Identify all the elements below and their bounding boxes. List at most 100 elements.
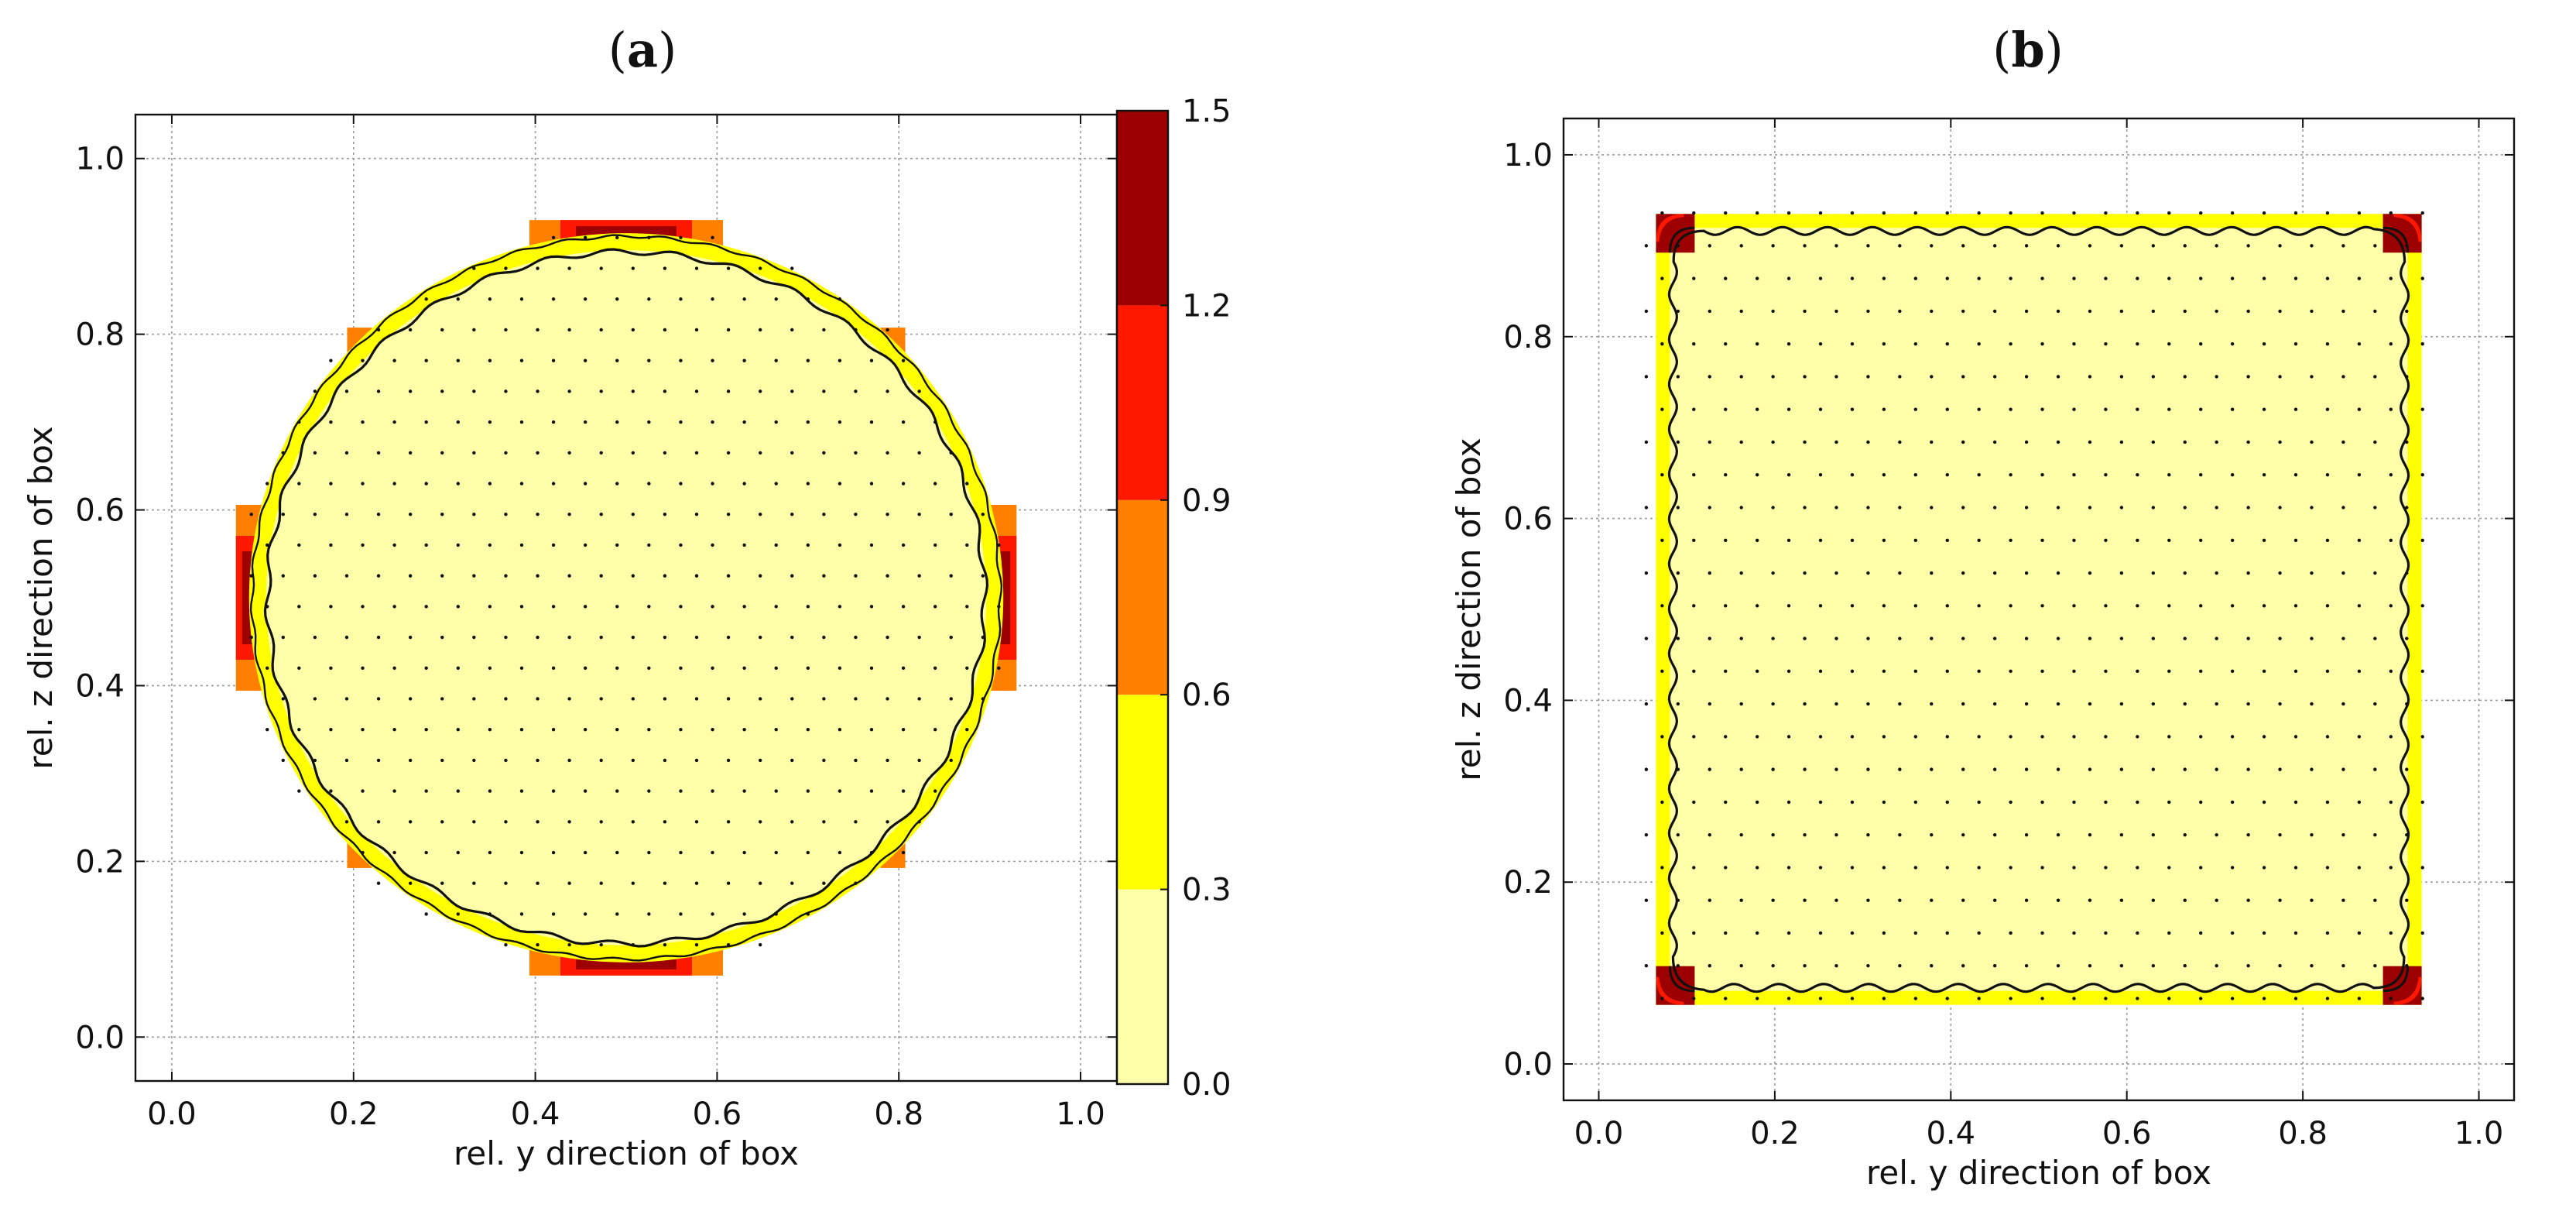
sample-point (1803, 506, 1807, 510)
sample-point (2420, 538, 2424, 542)
sample-point (1803, 702, 1807, 706)
sample-point (599, 942, 603, 947)
sample-point (2293, 997, 2298, 1000)
sample-point (2056, 440, 2060, 444)
sample-point (583, 297, 587, 301)
sample-point (711, 297, 714, 301)
sample-point (2056, 832, 2060, 837)
sample-point (1692, 669, 1696, 674)
sample-point (424, 727, 428, 732)
sample-point (2278, 309, 2282, 314)
sample-point (2325, 276, 2330, 280)
sample-point (2373, 702, 2377, 706)
sample-point (2151, 964, 2156, 968)
sample-point (361, 420, 365, 424)
x-tick-label: 0.6 (2102, 1116, 2152, 1151)
sample-point (663, 758, 667, 763)
sample-point (2040, 931, 2044, 935)
sample-point (1913, 997, 1918, 1000)
sample-point (1786, 538, 1791, 542)
sample-point (1755, 735, 1759, 739)
sample-point (2024, 832, 2029, 837)
sample-point (2325, 604, 2330, 608)
sample-point (2357, 276, 2362, 280)
sample-point (949, 574, 953, 578)
sample-point (1850, 276, 1855, 280)
sample-point (774, 605, 778, 609)
sample-point (647, 666, 651, 670)
sample-point (1882, 866, 1886, 870)
sample-point (583, 605, 587, 609)
y-tick-label: 0.2 (75, 844, 125, 880)
chart-b: 0.0 0.2 0.4 0.6 0.8 1.0 0.0 0.2 0.4 0.6 0.8 1.0 rel.… (1450, 117, 2516, 1192)
sample-point (2104, 604, 2108, 608)
sample-point (1866, 440, 1870, 444)
sample-point (313, 574, 317, 578)
sample-point (917, 697, 921, 701)
sample-point (2357, 604, 2362, 608)
y-tick-label: 0.6 (1503, 502, 1553, 537)
sample-point (313, 697, 317, 701)
sample-point (567, 881, 571, 885)
sample-point (2009, 407, 2012, 411)
sample-point (297, 543, 301, 547)
sample-point (1771, 702, 1775, 706)
sample-point (631, 513, 635, 516)
sample-point (344, 451, 349, 455)
sample-point (774, 727, 778, 732)
sample-point (392, 789, 396, 793)
sample-point (456, 420, 460, 424)
sample-point (1945, 538, 1949, 542)
sample-point (1786, 604, 1791, 608)
sample-point (631, 328, 635, 332)
sample-point (1660, 735, 1664, 739)
sample-point (1724, 735, 1728, 739)
sample-point (440, 697, 444, 701)
sample-point (1866, 506, 1870, 510)
sample-point (2278, 767, 2282, 771)
contour-line-0.3 (1667, 225, 2410, 993)
sample-point (1866, 571, 1870, 575)
sample-point (1930, 244, 1934, 248)
sample-point (1739, 571, 1743, 575)
sample-point (2405, 440, 2409, 444)
sample-point (774, 420, 778, 424)
sample-point (344, 513, 349, 516)
sample-point (551, 666, 556, 670)
sample-point (2199, 473, 2203, 477)
sample-point (1739, 244, 1743, 248)
sample-point (504, 389, 508, 393)
sample-point (392, 359, 396, 362)
sample-point (726, 328, 731, 332)
sample-point (456, 605, 460, 609)
sample-point (2420, 669, 2424, 674)
sample-point (599, 513, 603, 516)
sample-point (376, 820, 381, 824)
sample-point (1850, 997, 1855, 1000)
sample-point (536, 328, 540, 332)
sample-point (2405, 702, 2409, 706)
sample-point (2088, 964, 2092, 968)
sample-point (838, 482, 842, 486)
sample-point (2262, 604, 2266, 608)
sample-point (1913, 604, 1918, 608)
sample-point (1866, 832, 1870, 837)
sample-point (504, 942, 508, 947)
sample-point (854, 574, 858, 578)
sample-point (2310, 702, 2314, 706)
sample-point (2405, 964, 2409, 968)
sample-point (2341, 571, 2345, 575)
sample-point (2246, 571, 2250, 575)
sample-point (647, 420, 651, 424)
sample-point (2056, 898, 2060, 902)
sample-point (2420, 473, 2424, 477)
sample-point (1834, 767, 1838, 771)
sample-point (1676, 637, 1680, 640)
sample-point (2215, 506, 2218, 510)
sample-point (1660, 866, 1664, 870)
sample-point (1977, 407, 1981, 411)
sample-point (2183, 964, 2187, 968)
sample-point (1977, 931, 1981, 935)
sample-point (917, 513, 921, 516)
sample-point (472, 881, 476, 885)
